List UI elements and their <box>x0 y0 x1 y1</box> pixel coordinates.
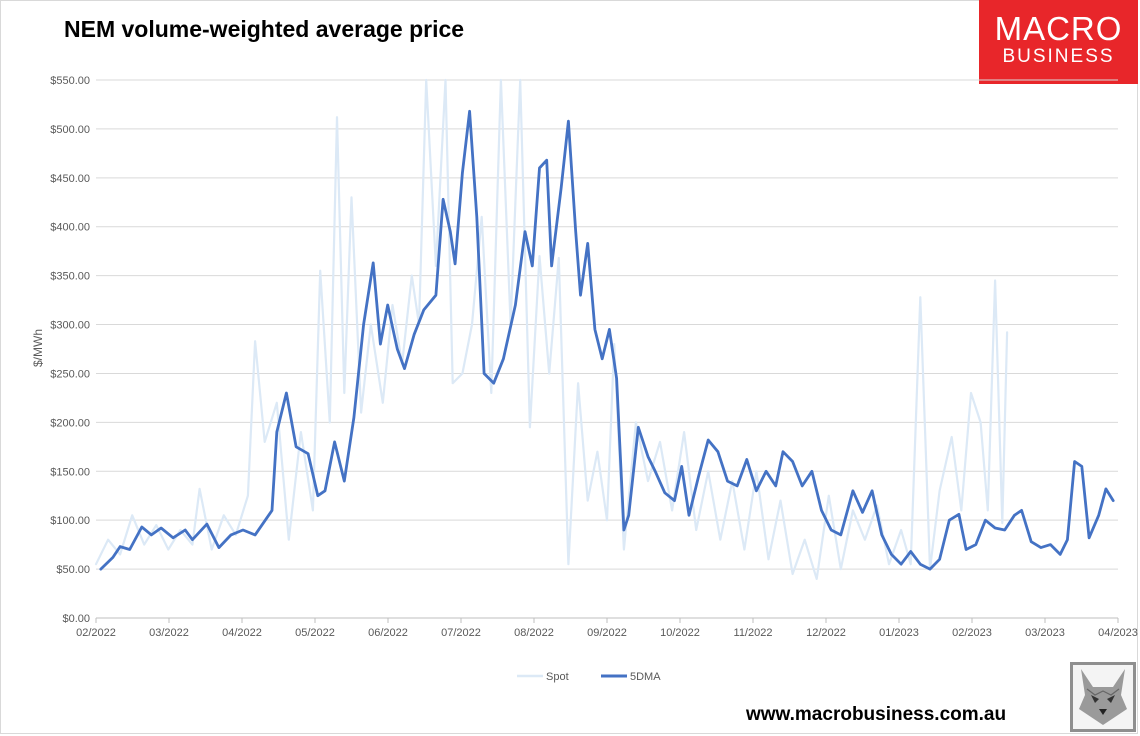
x-tick-label: 01/2023 <box>879 627 919 639</box>
y-tick-label: $200.00 <box>50 417 90 429</box>
x-tick-label: 06/2022 <box>368 627 408 639</box>
x-tick-label: 03/2023 <box>1025 627 1065 639</box>
y-tick-label: $400.00 <box>50 222 90 234</box>
legend-label-spot: Spot <box>546 671 569 683</box>
y-axis-ticks: $0.00 $50.00 $100.00 $150.00 $200.00 $250.00 $… <box>50 75 90 625</box>
y-tick-label: $150.00 <box>50 466 90 478</box>
y-tick-label: $0.00 <box>62 613 90 625</box>
x-tick-label: 12/2022 <box>806 627 846 639</box>
logo-line-1: MACRO <box>994 10 1123 47</box>
wolf-head-icon <box>1070 662 1136 732</box>
y-tick-label: $100.00 <box>50 515 90 527</box>
x-tick-label: 03/2022 <box>149 627 189 639</box>
y-tick-label: $350.00 <box>50 271 90 283</box>
y-tick-label: $300.00 <box>50 320 90 332</box>
x-tick-label: 09/2022 <box>587 627 627 639</box>
x-tick-label: 10/2022 <box>660 627 700 639</box>
x-tick-label: 05/2022 <box>295 627 335 639</box>
legend-label-5dma: 5DMA <box>630 671 661 683</box>
y-tick-label: $500.00 <box>50 124 90 136</box>
y-tick-label: $550.00 <box>50 75 90 87</box>
x-tick-label: 04/2023 <box>1098 627 1138 639</box>
y-tick-label: $450.00 <box>50 173 90 185</box>
series-lines <box>94 78 1115 580</box>
series-line-5dma <box>99 109 1115 571</box>
legend: Spot 5DMA <box>517 671 661 683</box>
y-axis-label: $/MWh <box>31 329 45 367</box>
y-tick-label: $250.00 <box>50 368 90 380</box>
x-tick-label: 11/2022 <box>734 627 773 639</box>
x-tick-label: 02/2023 <box>952 627 992 639</box>
x-axis-ticks: 02/2022 03/2022 04/2022 05/2022 06/2022 07/20… <box>76 618 1138 639</box>
y-tick-label: $50.00 <box>56 564 90 576</box>
chart-title: NEM volume-weighted average price <box>64 16 465 42</box>
x-tick-label: 07/2022 <box>441 627 481 639</box>
macrobusiness-logo[interactable]: MACRO BUSINESS <box>979 0 1138 84</box>
x-tick-label: 08/2022 <box>514 627 554 639</box>
x-tick-label: 04/2022 <box>222 627 262 639</box>
logo-line-2: BUSINESS <box>1002 46 1115 67</box>
website-url[interactable]: www.macrobusiness.com.au <box>746 704 1007 725</box>
series-line-spot <box>94 78 1009 580</box>
x-tick-label: 02/2022 <box>76 627 116 639</box>
